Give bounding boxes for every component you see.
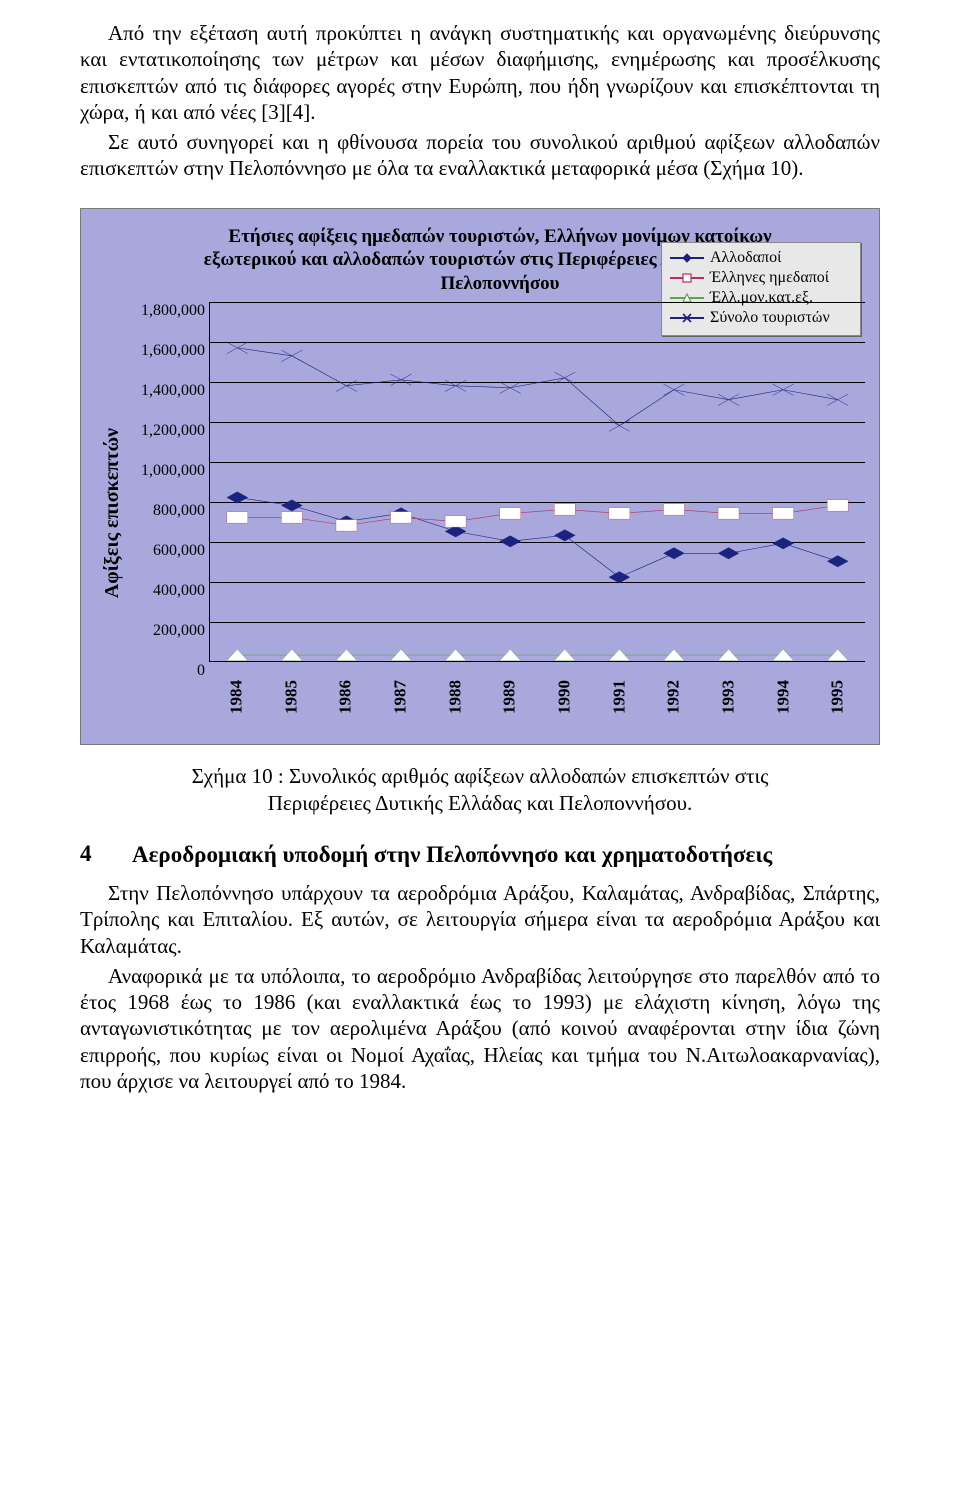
chart-series-marker <box>663 384 684 395</box>
section-number: 4 <box>80 841 102 870</box>
chart-series-marker <box>718 507 739 518</box>
chart-series-marker <box>391 511 412 522</box>
chart-xtick-label: 1990 <box>537 670 592 724</box>
chart-series-marker <box>663 503 684 514</box>
chart-series-marker <box>609 571 630 582</box>
chart-series-marker <box>281 499 302 510</box>
chart-legend-item: Έλληνες ημεδαποί <box>670 269 852 287</box>
chart-y-axis-label: Αφίξεις επισκεπτών <box>95 302 129 724</box>
chart-xtick-label: 1988 <box>428 670 483 724</box>
chart-ytick-label: 1,600,000 <box>141 342 205 360</box>
chart-ytick-label: 200,000 <box>153 622 205 640</box>
chart-series-marker <box>391 374 412 385</box>
chart-series-marker <box>281 511 302 522</box>
chart-series-marker <box>500 535 521 546</box>
chart-series-line <box>237 348 837 426</box>
chart-xtick-label: 1987 <box>373 670 428 724</box>
chart-series-marker <box>227 511 248 522</box>
chart-series-marker <box>445 525 466 536</box>
chart-series-marker <box>336 380 357 391</box>
chart-xtick-label: 1993 <box>701 670 756 724</box>
chart-legend-marker <box>670 251 704 265</box>
paragraph-1: Από την εξέταση αυτή προκύπτει η ανάγκη … <box>80 20 880 125</box>
chart-plot-grid: 0200,000400,000600,000800,0001,000,0001,… <box>129 302 865 662</box>
chart-xtick-label: 1994 <box>756 670 811 724</box>
chart-series-marker <box>773 537 794 548</box>
chart-series-marker <box>445 515 466 526</box>
chart-series-marker <box>718 394 739 405</box>
chart-series-marker <box>718 547 739 558</box>
paragraph-4: Αναφορικά με τα υπόλοιπα, το αεροδρόμιο … <box>80 963 880 1094</box>
chart-series-line <box>237 497 837 577</box>
chart-legend-label: Αλλοδαποί <box>710 249 781 267</box>
paragraph-2: Σε αυτό συνηγορεί και η φθίνουσα πορεία … <box>80 129 880 182</box>
chart-xtick-label: 1986 <box>318 670 373 724</box>
chart-series-marker <box>827 499 848 510</box>
chart-series-marker <box>281 350 302 361</box>
chart-ytick-label: 600,000 <box>153 542 205 560</box>
chart-yticks: 0200,000400,000600,000800,0001,000,0001,… <box>129 302 209 662</box>
chart-series-marker <box>609 507 630 518</box>
chart-y-axis-label-text: Αφίξεις επισκεπτών <box>101 428 124 598</box>
chart-svg <box>210 302 865 661</box>
chart-series-marker <box>827 555 848 566</box>
chart-xtick-label: 1989 <box>482 670 537 724</box>
chart-xtick-label: 1985 <box>264 670 319 724</box>
chart-series-marker <box>827 394 848 405</box>
chart-xtick-label: 1995 <box>810 670 865 724</box>
chart-series-line <box>237 505 837 525</box>
paragraph-3: Στην Πελοπόννησο υπάρχουν τα αεροδρόμια … <box>80 880 880 959</box>
page: Από την εξέταση αυτή προκύπτει η ανάγκη … <box>40 0 920 1138</box>
chart-series-marker <box>554 529 575 540</box>
chart-legend-label: Έλληνες ημεδαποί <box>710 269 829 287</box>
chart-legend-marker <box>670 271 704 285</box>
chart-xtick-label: 1984 <box>209 670 264 724</box>
section-title: Αεροδρομιακή υποδομή στην Πελοπόννησο κα… <box>132 841 772 870</box>
chart-legend-item: Αλλοδαποί <box>670 249 852 267</box>
chart-ytick-label: 1,200,000 <box>141 422 205 440</box>
chart-xticks: 1984198519861987198819891990199119921993… <box>209 670 865 724</box>
chart-plot-row: Αφίξεις επισκεπτών 0 200,000 400,000 600,00… <box>95 302 865 724</box>
chart-series-marker <box>773 507 794 518</box>
section-heading: 4 Αεροδρομιακή υποδομή στην Πελοπόννησο … <box>80 841 880 870</box>
chart-series-marker <box>554 372 575 383</box>
chart-ytick-label: 1,000,000 <box>141 462 205 480</box>
chart-xtick-label: 1992 <box>646 670 701 724</box>
chart-series-marker <box>227 342 248 353</box>
chart-series-marker <box>663 547 684 558</box>
chart-series-marker <box>554 503 575 514</box>
chart-ytick-label: 800,000 <box>153 502 205 520</box>
chart-plot-col: 0 200,000 400,000 600,000 800,000 1,000,000 1,… <box>129 302 865 724</box>
chart-ytick-label: 1,800,000 <box>141 302 205 320</box>
chart-series-marker <box>500 507 521 518</box>
chart-container: Ετήσιες αφίξεις ημεδαπών τουριστών, Ελλή… <box>80 208 880 745</box>
chart-series-marker <box>227 491 248 502</box>
chart-series-marker <box>336 519 357 530</box>
chart-caption: Σχήμα 10 : Συνολικός αριθμός αφίξεων αλλ… <box>140 763 820 818</box>
chart-xtick-label: 1991 <box>592 670 647 724</box>
chart-ytick-label: 400,000 <box>153 582 205 600</box>
chart-series-marker <box>773 384 794 395</box>
chart-ytick-label: 1,400,000 <box>141 382 205 400</box>
chart-plot-area: ΑλλοδαποίΈλληνες ημεδαποίΈλλ.μον.κατ.εξ.… <box>209 302 865 662</box>
chart-ytick-label: 0 <box>197 662 205 680</box>
chart-series-marker <box>609 420 630 431</box>
